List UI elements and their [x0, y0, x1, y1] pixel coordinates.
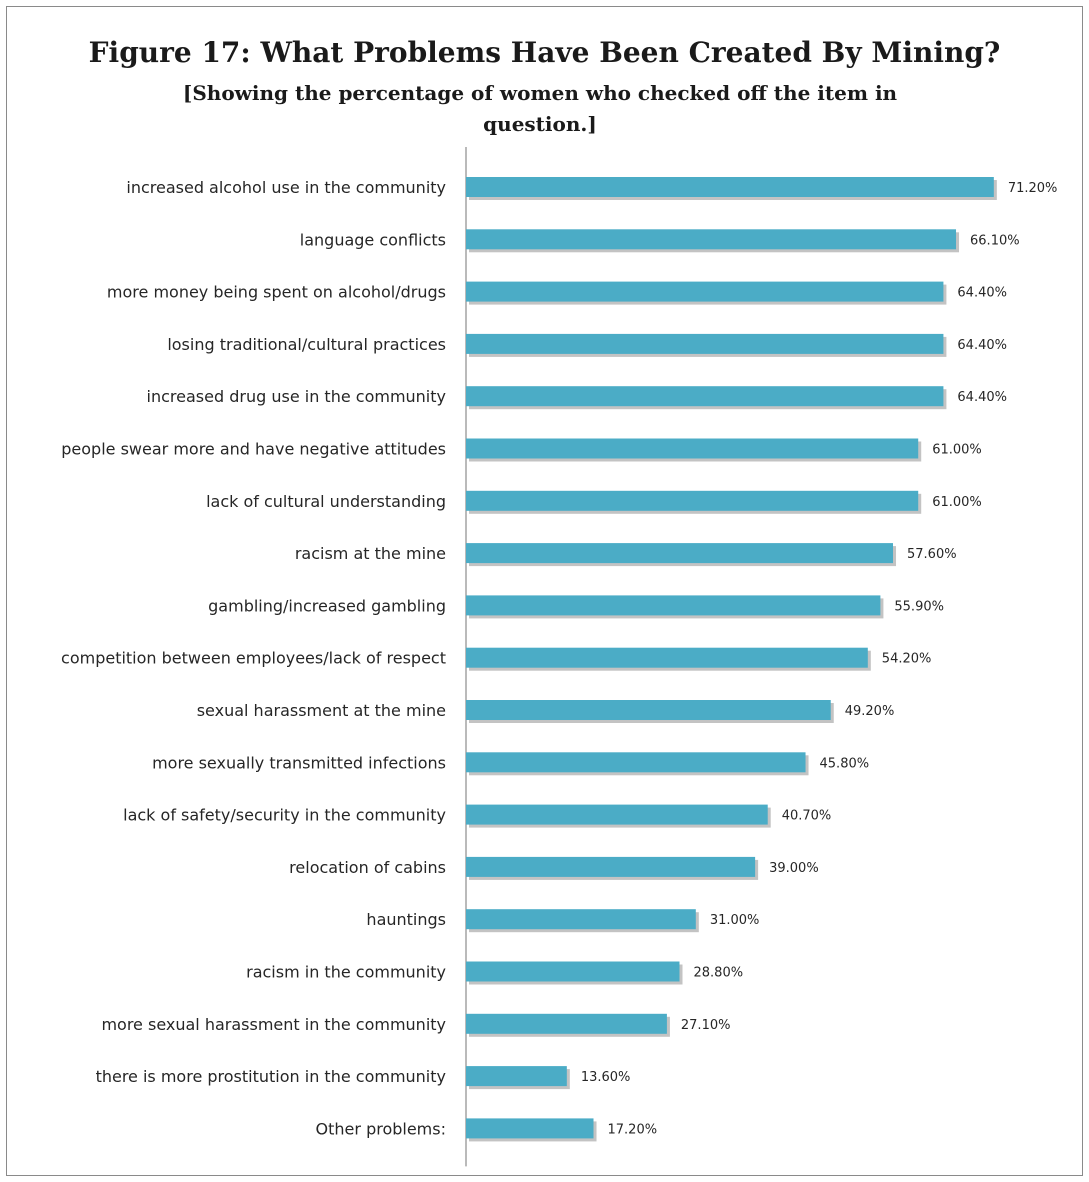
- value-label: 27.10%: [681, 1018, 731, 1033]
- bar: [466, 543, 894, 564]
- bar: [466, 856, 756, 877]
- chart-subtitle: [Showing the percentage of women who che…: [182, 81, 898, 136]
- value-label: 55.90%: [894, 599, 944, 614]
- bar: [466, 909, 696, 930]
- bar: [466, 490, 919, 511]
- category-label: losing traditional/cultural practices: [167, 335, 446, 354]
- category-label: increased alcohol use in the community: [126, 178, 446, 197]
- category-label: increased drug use in the community: [147, 387, 446, 406]
- bar: [466, 647, 868, 668]
- bar: [466, 281, 944, 302]
- value-label: 49.20%: [845, 704, 895, 719]
- category-label: sexual harassment at the mine: [197, 701, 446, 720]
- category-label: more sexual harassment in the community: [101, 1015, 446, 1034]
- bar: [466, 333, 944, 354]
- bar: [466, 229, 957, 250]
- category-label: more money being spent on alcohol/drugs: [107, 283, 446, 302]
- value-label: 39.00%: [769, 861, 819, 876]
- value-label: 31.00%: [710, 913, 760, 928]
- category-label: language conflicts: [300, 230, 446, 249]
- bar: [466, 386, 944, 407]
- category-label: lack of safety/security in the community: [123, 806, 446, 825]
- chart-title: Figure 17: What Problems Have Been Creat…: [88, 36, 1001, 69]
- bar: [466, 961, 680, 982]
- bar: [466, 752, 806, 773]
- value-label: 61.00%: [932, 495, 982, 510]
- value-label: 64.40%: [957, 286, 1007, 301]
- category-label: gambling/increased gambling: [208, 596, 446, 615]
- bar: [466, 1066, 567, 1087]
- category-label: racism at the mine: [295, 544, 446, 563]
- value-label: 64.40%: [957, 390, 1007, 405]
- bar: [466, 1013, 667, 1034]
- bar: [466, 177, 994, 197]
- bar: [466, 700, 831, 720]
- category-label: relocation of cabins: [289, 858, 446, 877]
- category-label: competition between employees/lack of re…: [61, 649, 446, 668]
- category-label: more sexually transmitted infections: [152, 753, 446, 772]
- category-label: hauntings: [366, 910, 446, 929]
- bar: [466, 595, 881, 616]
- bar: [466, 804, 768, 825]
- value-label: 13.60%: [581, 1070, 631, 1085]
- category-label: racism in the community: [246, 963, 446, 982]
- value-label: 61.00%: [932, 443, 982, 458]
- value-label: 45.80%: [820, 756, 870, 771]
- category-label: Other problems:: [316, 1119, 446, 1138]
- bar: [466, 438, 919, 459]
- category-label: there is more prostitution in the commun…: [96, 1067, 446, 1086]
- value-label: 28.80%: [694, 966, 744, 981]
- category-label: people swear more and have negative atti…: [61, 440, 446, 459]
- bar: [466, 1118, 594, 1139]
- value-label: 66.10%: [970, 233, 1020, 248]
- value-label: 40.70%: [782, 809, 832, 824]
- value-label: 71.20%: [1008, 181, 1058, 196]
- category-label: lack of cultural understanding: [206, 492, 446, 511]
- value-label: 57.60%: [907, 547, 957, 562]
- value-label: 54.20%: [882, 652, 932, 667]
- value-label: 64.40%: [957, 338, 1007, 353]
- value-label: 17.20%: [608, 1122, 658, 1137]
